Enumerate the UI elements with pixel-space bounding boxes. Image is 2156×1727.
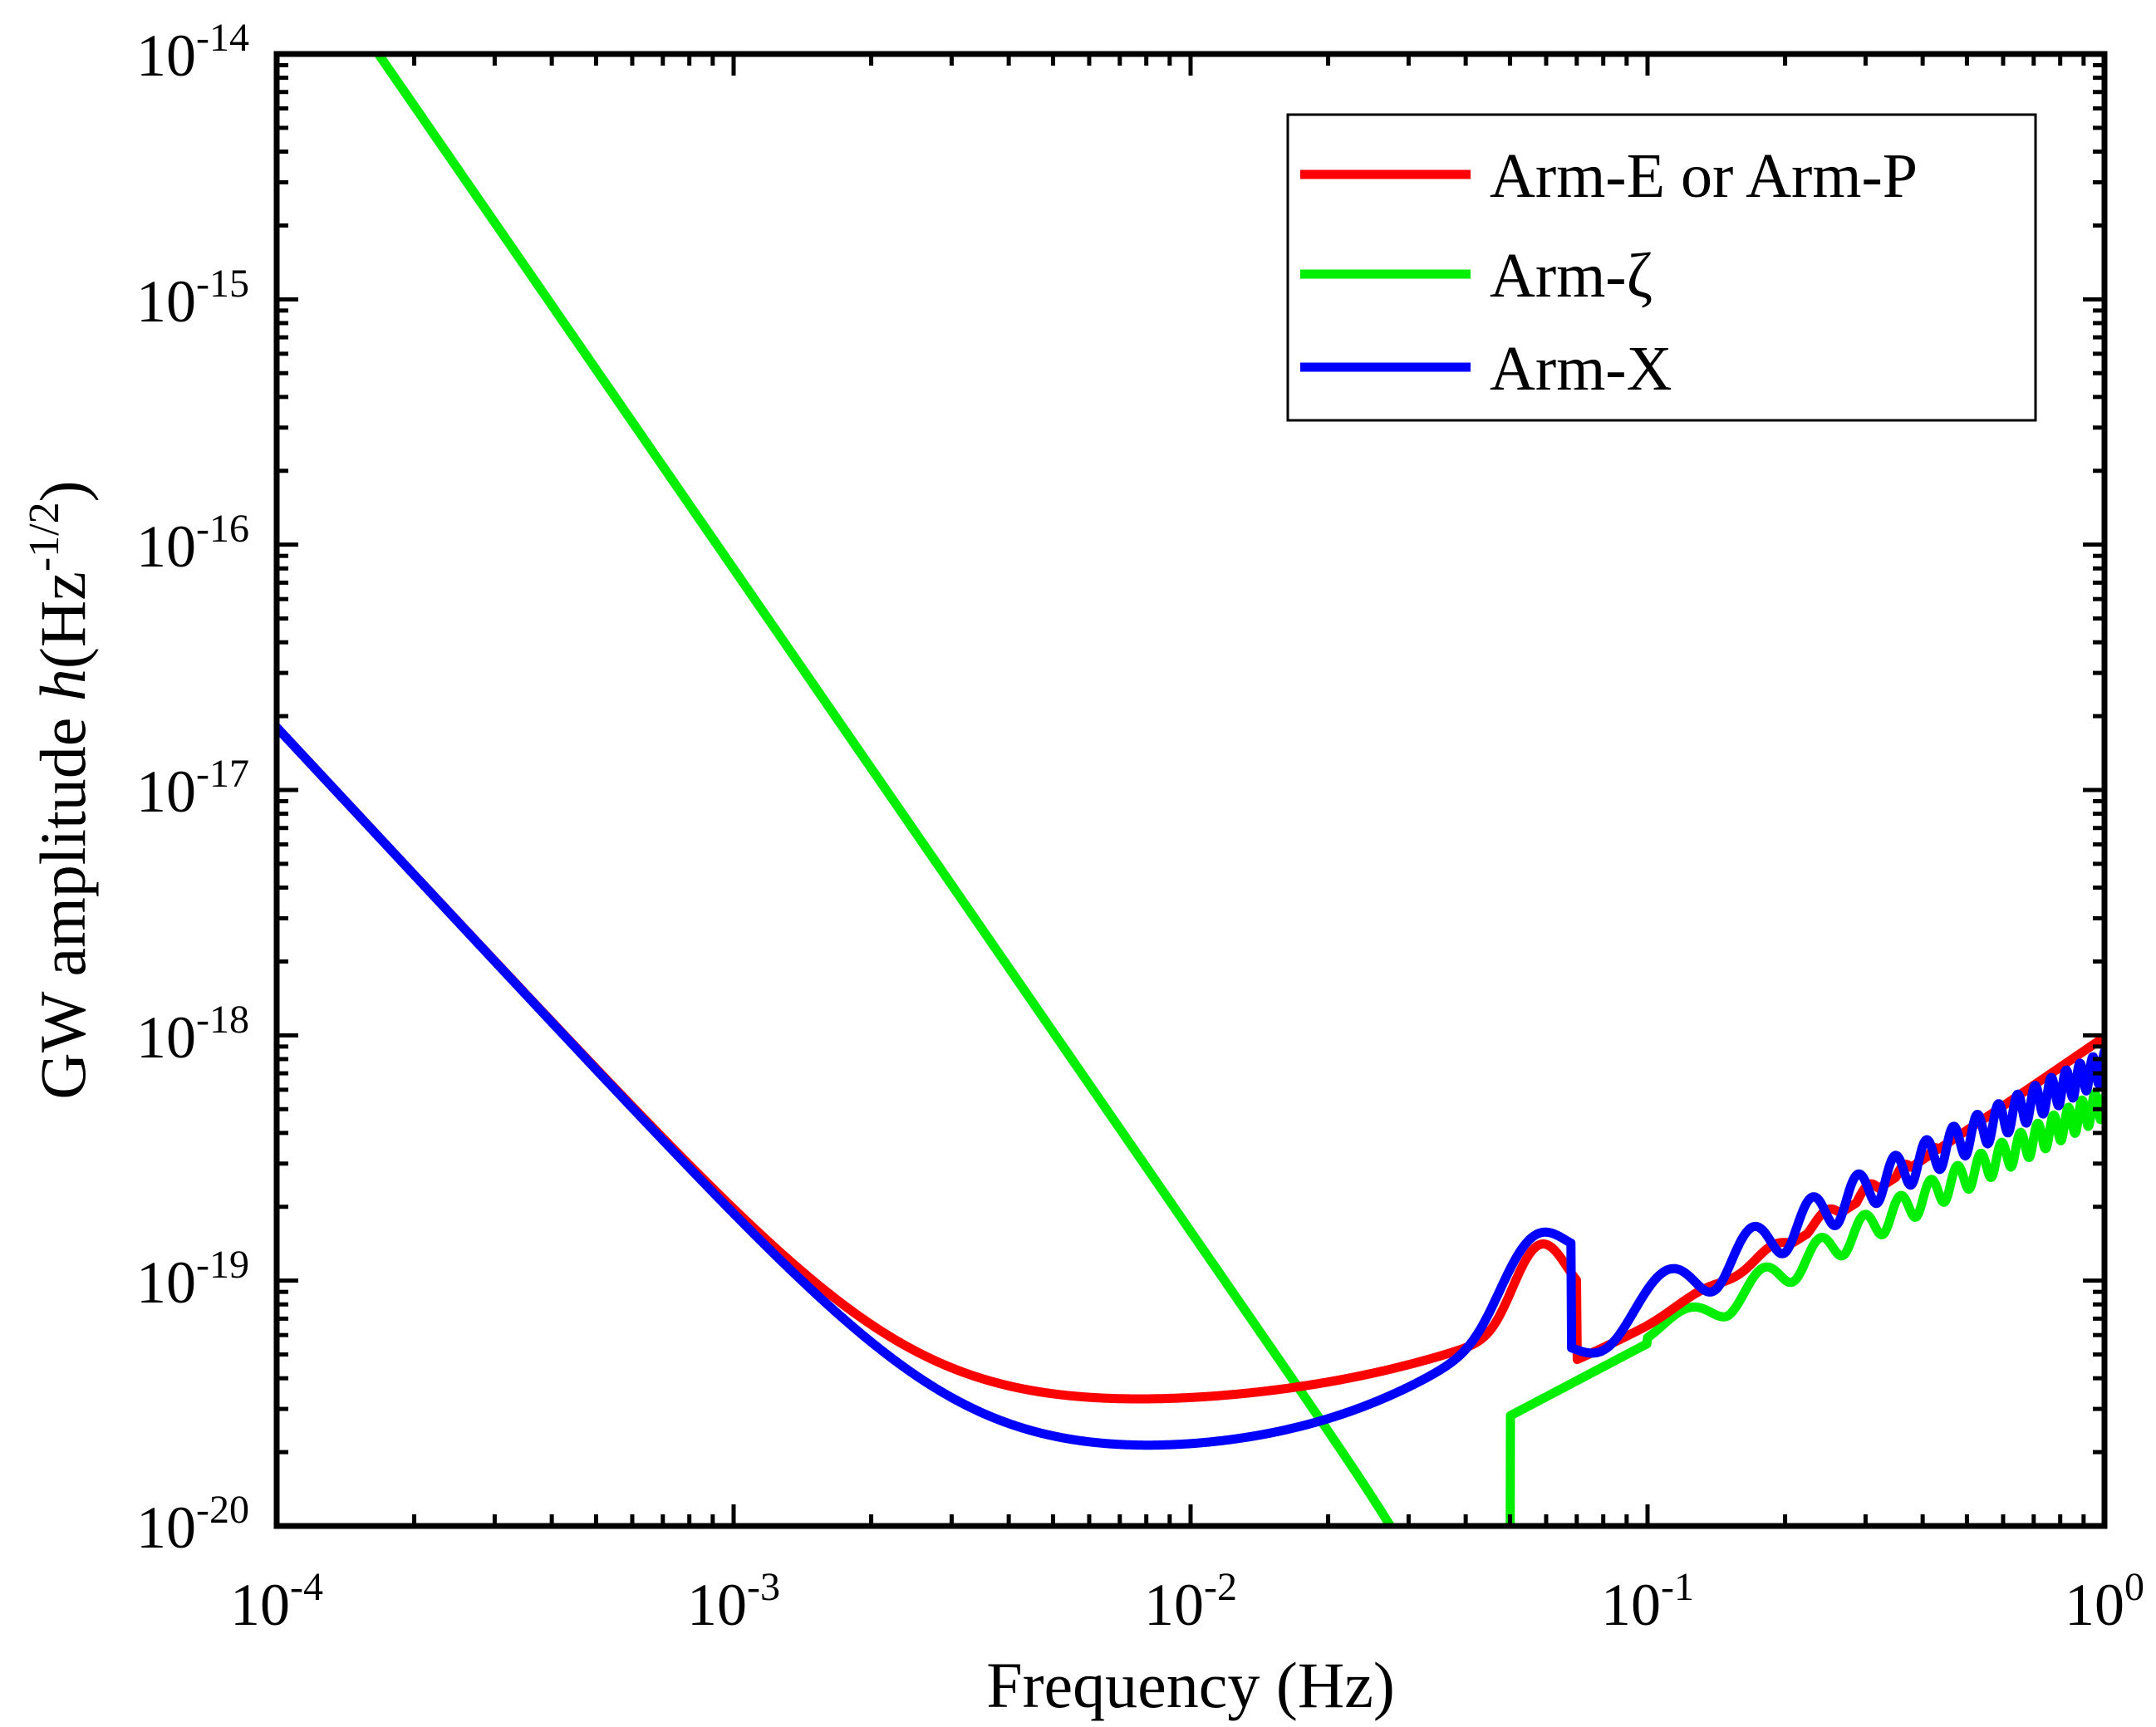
legend: Arm-E or Arm-P Arm-ζ Arm-X	[1286, 113, 2037, 422]
x-tick-labels: 10-4 10-3 10-2 10-1 100	[230, 1565, 2144, 1638]
y-tick-label: 10-14	[136, 16, 249, 89]
y-tick-labels: 10-20 10-19 10-18 10-17 10-16 10-15 10-1…	[136, 16, 249, 1561]
y-tick-label: 10-18	[136, 998, 249, 1071]
x-tick-label: 10-3	[687, 1565, 780, 1638]
y-tick-label: 10-15	[136, 262, 249, 335]
legend-label-arm-zeta: Arm-ζ	[1490, 241, 1653, 311]
axis-ticks	[274, 52, 2107, 1528]
x-axis-label: Frequency (Hz)	[986, 1649, 1395, 1721]
y-axis-label: GW amplitude h(Hz-1/2)	[21, 480, 99, 1099]
x-tick-label: 10-2	[1144, 1565, 1237, 1638]
x-tick-label: 10-4	[230, 1565, 323, 1638]
series-line-arm-zeta	[372, 54, 2104, 1526]
x-tick-label: 100	[2065, 1565, 2144, 1638]
y-tick-label: 10-17	[136, 752, 249, 825]
y-tick-label: 10-19	[136, 1243, 249, 1316]
legend-label-arm-x: Arm-X	[1490, 334, 1672, 404]
y-tick-label: 10-20	[136, 1488, 249, 1561]
series-line-arm-x	[277, 723, 2104, 1450]
x-tick-label: 10-1	[1601, 1565, 1694, 1638]
series-layer	[277, 54, 2104, 1526]
y-tick-label: 10-16	[136, 507, 249, 580]
legend-label-arm-e: Arm-E or Arm-P	[1490, 141, 1918, 211]
